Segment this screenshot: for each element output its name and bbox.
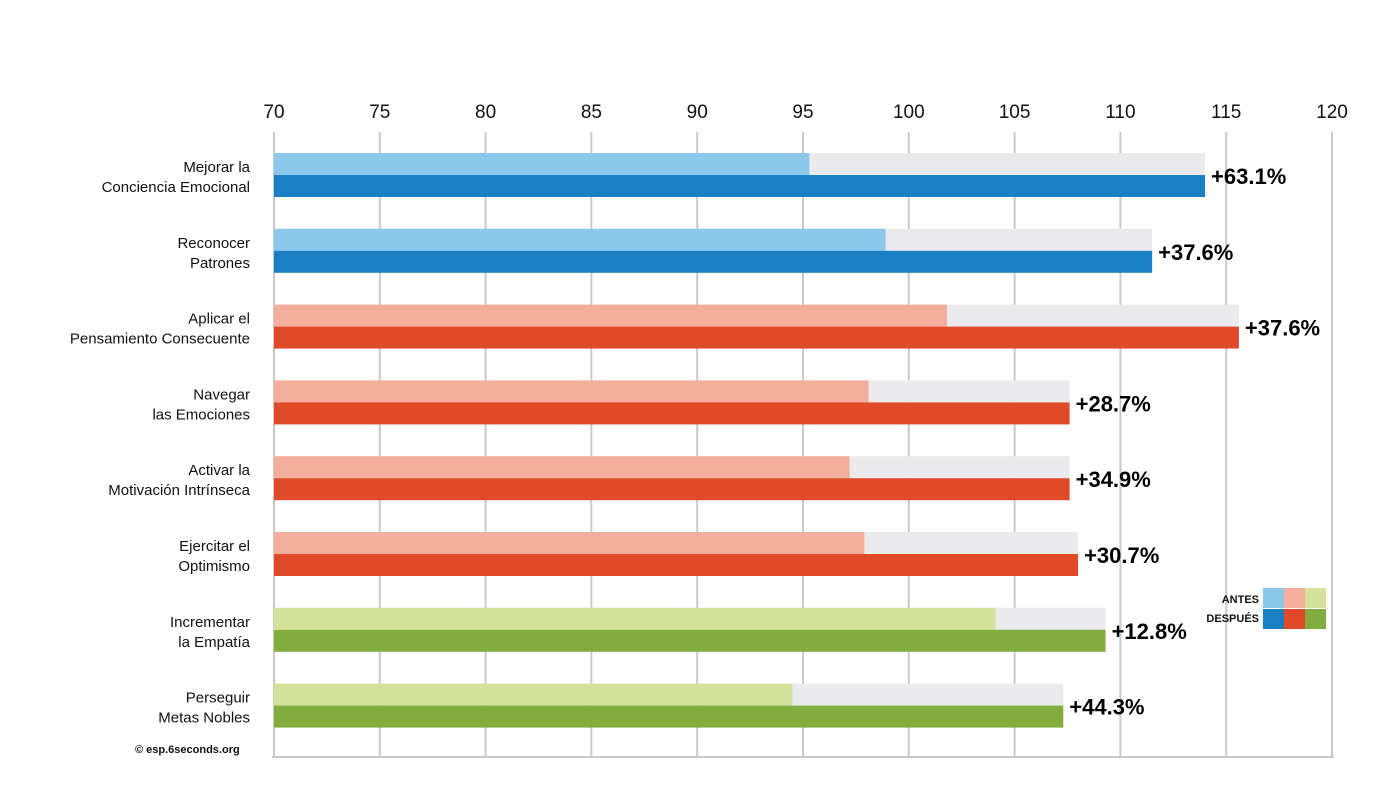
change-label: +34.9% <box>1076 467 1151 492</box>
category-label-line2: Conciencia Emocional <box>102 179 250 196</box>
x-axis-ticks: 70 75 80 85 90 95 100 105 110 115 120 <box>263 102 1347 123</box>
category-label-line1: Activar la <box>188 462 250 479</box>
legend-swatch-before-green <box>1305 588 1326 608</box>
category-label-line1: Reconocer <box>177 235 250 252</box>
after-bar <box>274 629 1106 652</box>
x-tick-label: 115 <box>1211 102 1241 123</box>
x-tick-label: 100 <box>893 102 925 123</box>
category-label-line1: Navegar <box>193 386 250 403</box>
category-label-line1: Mejorar la <box>183 159 250 176</box>
before-bar <box>274 607 996 630</box>
change-label: +28.7% <box>1076 391 1151 416</box>
change-label: +37.6% <box>1158 240 1233 265</box>
x-tick-label: 110 <box>1105 102 1135 123</box>
legend-after-label: DESPUÉS <box>1206 612 1259 625</box>
category-label-line1: Incrementar <box>170 614 250 631</box>
before-bar <box>274 228 886 251</box>
category-label-line2: Pensamiento Consecuente <box>70 331 250 348</box>
category-label-line2: Patrones <box>190 255 250 272</box>
x-tick-label: 70 <box>263 102 284 123</box>
after-bar <box>274 478 1070 501</box>
before-bar <box>274 380 869 403</box>
after-bar <box>274 554 1079 576</box>
category-label-line2: las Emociones <box>152 406 250 423</box>
before-bar <box>274 304 947 327</box>
legend-swatch-after-red <box>1284 609 1305 629</box>
before-bar <box>274 153 810 175</box>
category-label-line1: Aplicar el <box>188 311 250 328</box>
before-bar <box>274 532 865 554</box>
x-tick-label: 75 <box>369 102 390 123</box>
category-label-line2: Metas Nobles <box>158 710 250 727</box>
category-label-line1: Perseguir <box>186 690 250 707</box>
x-tick-label: 105 <box>999 102 1031 123</box>
category-label-line2: Motivación Intrínseca <box>108 482 250 499</box>
change-label: +63.1% <box>1211 164 1286 189</box>
x-tick-label: 85 <box>581 102 602 123</box>
bars <box>274 153 1239 728</box>
legend-swatch-after-blue <box>1263 609 1284 629</box>
change-label: +12.8% <box>1112 619 1187 644</box>
change-label: +44.3% <box>1069 695 1144 720</box>
after-bar <box>274 402 1070 425</box>
x-tick-label: 90 <box>687 102 708 123</box>
x-tick-label: 95 <box>792 102 813 123</box>
change-label: +30.7% <box>1084 543 1159 568</box>
before-bar <box>274 683 793 706</box>
after-bar <box>274 250 1153 273</box>
after-bar <box>274 175 1206 197</box>
credit-text: © esp.6seconds.org <box>135 744 240 756</box>
before-bar <box>274 456 850 479</box>
x-tick-label: 80 <box>475 102 496 123</box>
legend-swatch-before-red <box>1284 588 1305 608</box>
category-labels: +63.1% Mejorar la Conciencia Emocional +37.… <box>70 159 1320 727</box>
x-tick-label: 120 <box>1316 102 1348 123</box>
grid-lines <box>272 132 1334 758</box>
after-bar <box>274 326 1239 349</box>
change-label: +37.6% <box>1245 316 1320 341</box>
legend-swatch-after-green <box>1305 609 1326 629</box>
after-bar <box>274 705 1064 728</box>
legend-before-label: ANTES <box>1222 594 1259 606</box>
legend-swatch-before-blue <box>1263 588 1284 608</box>
category-label-line1: Ejercitar el <box>179 538 250 555</box>
category-label-line2: Optimismo <box>178 558 250 575</box>
legend: ANTES DESPUÉS <box>1206 588 1326 629</box>
category-label-line2: la Empatía <box>178 634 250 651</box>
